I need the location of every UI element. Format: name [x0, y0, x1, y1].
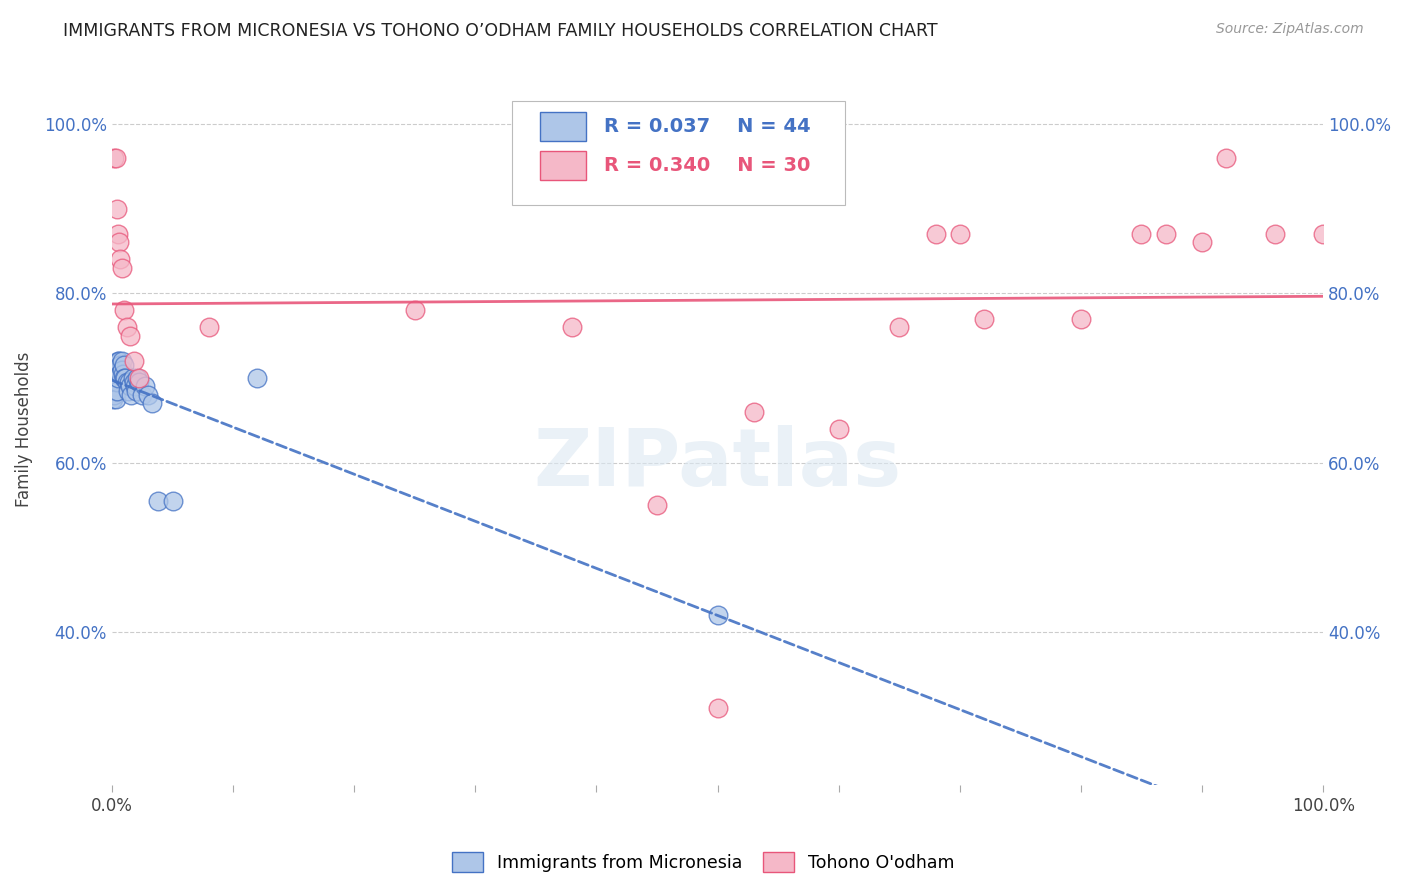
Point [949, 227, 972, 241]
Point [122, 376, 145, 390]
Point [136, 388, 159, 402]
Bar [540, 152, 585, 180]
Point [924, 227, 946, 241]
Point [105, 384, 128, 398]
Legend: Immigrants from Micronesia, Tohono O'odham: Immigrants from Micronesia, Tohono O'odh… [444, 845, 962, 879]
Point [561, 320, 583, 334]
Point [104, 376, 127, 390]
Point [120, 328, 142, 343]
Point [124, 379, 146, 393]
Point [973, 311, 995, 326]
Point [103, 371, 125, 385]
Point [645, 498, 668, 512]
Point [103, 384, 125, 398]
Point [127, 371, 149, 385]
Point [125, 384, 148, 398]
Point [103, 392, 125, 407]
Point [107, 362, 129, 376]
Point [120, 379, 142, 393]
Point [1154, 227, 1177, 241]
Point [108, 354, 131, 368]
Point [114, 371, 136, 385]
Point [112, 303, 135, 318]
Point [146, 494, 169, 508]
Point [1130, 227, 1153, 241]
Point [889, 320, 911, 334]
Point [105, 202, 128, 216]
Point [111, 362, 134, 376]
Text: ZIPatlas: ZIPatlas [533, 425, 901, 503]
Point [1070, 311, 1092, 326]
Y-axis label: Family Households: Family Households [15, 351, 32, 507]
Point [128, 376, 150, 390]
Point [827, 422, 849, 436]
Point [103, 151, 125, 165]
Point [108, 362, 131, 376]
Point [104, 371, 127, 385]
Point [128, 371, 150, 385]
Text: R = 0.340    N = 30: R = 0.340 N = 30 [603, 156, 810, 175]
Point [115, 320, 138, 334]
Point [110, 367, 132, 381]
Bar [540, 112, 585, 141]
Point [112, 371, 135, 385]
Text: Source: ZipAtlas.com: Source: ZipAtlas.com [1216, 22, 1364, 37]
Point [198, 320, 221, 334]
Point [141, 396, 163, 410]
Point [117, 384, 139, 398]
Point [1312, 227, 1334, 241]
Point [162, 494, 184, 508]
Point [118, 376, 141, 390]
Point [110, 252, 132, 267]
Point [107, 227, 129, 241]
Point [706, 701, 728, 715]
Point [107, 371, 129, 385]
Point [108, 235, 131, 250]
FancyBboxPatch shape [512, 102, 845, 204]
Point [105, 367, 128, 381]
Text: IMMIGRANTS FROM MICRONESIA VS TOHONO O’ODHAM FAMILY HOUSEHOLDS CORRELATION CHART: IMMIGRANTS FROM MICRONESIA VS TOHONO O’O… [63, 22, 938, 40]
Point [706, 608, 728, 623]
Point [104, 151, 127, 165]
Point [104, 392, 127, 407]
Point [104, 384, 127, 398]
Point [107, 354, 129, 368]
Point [122, 354, 145, 368]
Point [1264, 227, 1286, 241]
Point [121, 371, 143, 385]
Point [111, 367, 134, 381]
Point [134, 379, 156, 393]
Point [105, 376, 128, 390]
Text: R = 0.037    N = 44: R = 0.037 N = 44 [603, 117, 810, 136]
Point [246, 371, 269, 385]
Point [103, 379, 125, 393]
Point [115, 376, 138, 390]
Point [110, 359, 132, 373]
Point [131, 388, 153, 402]
Point [111, 354, 134, 368]
Point [1215, 151, 1237, 165]
Point [742, 405, 765, 419]
Point [112, 359, 135, 373]
Point [120, 388, 142, 402]
Point [404, 303, 426, 318]
Point [1191, 235, 1213, 250]
Point [103, 388, 125, 402]
Point [111, 260, 134, 275]
